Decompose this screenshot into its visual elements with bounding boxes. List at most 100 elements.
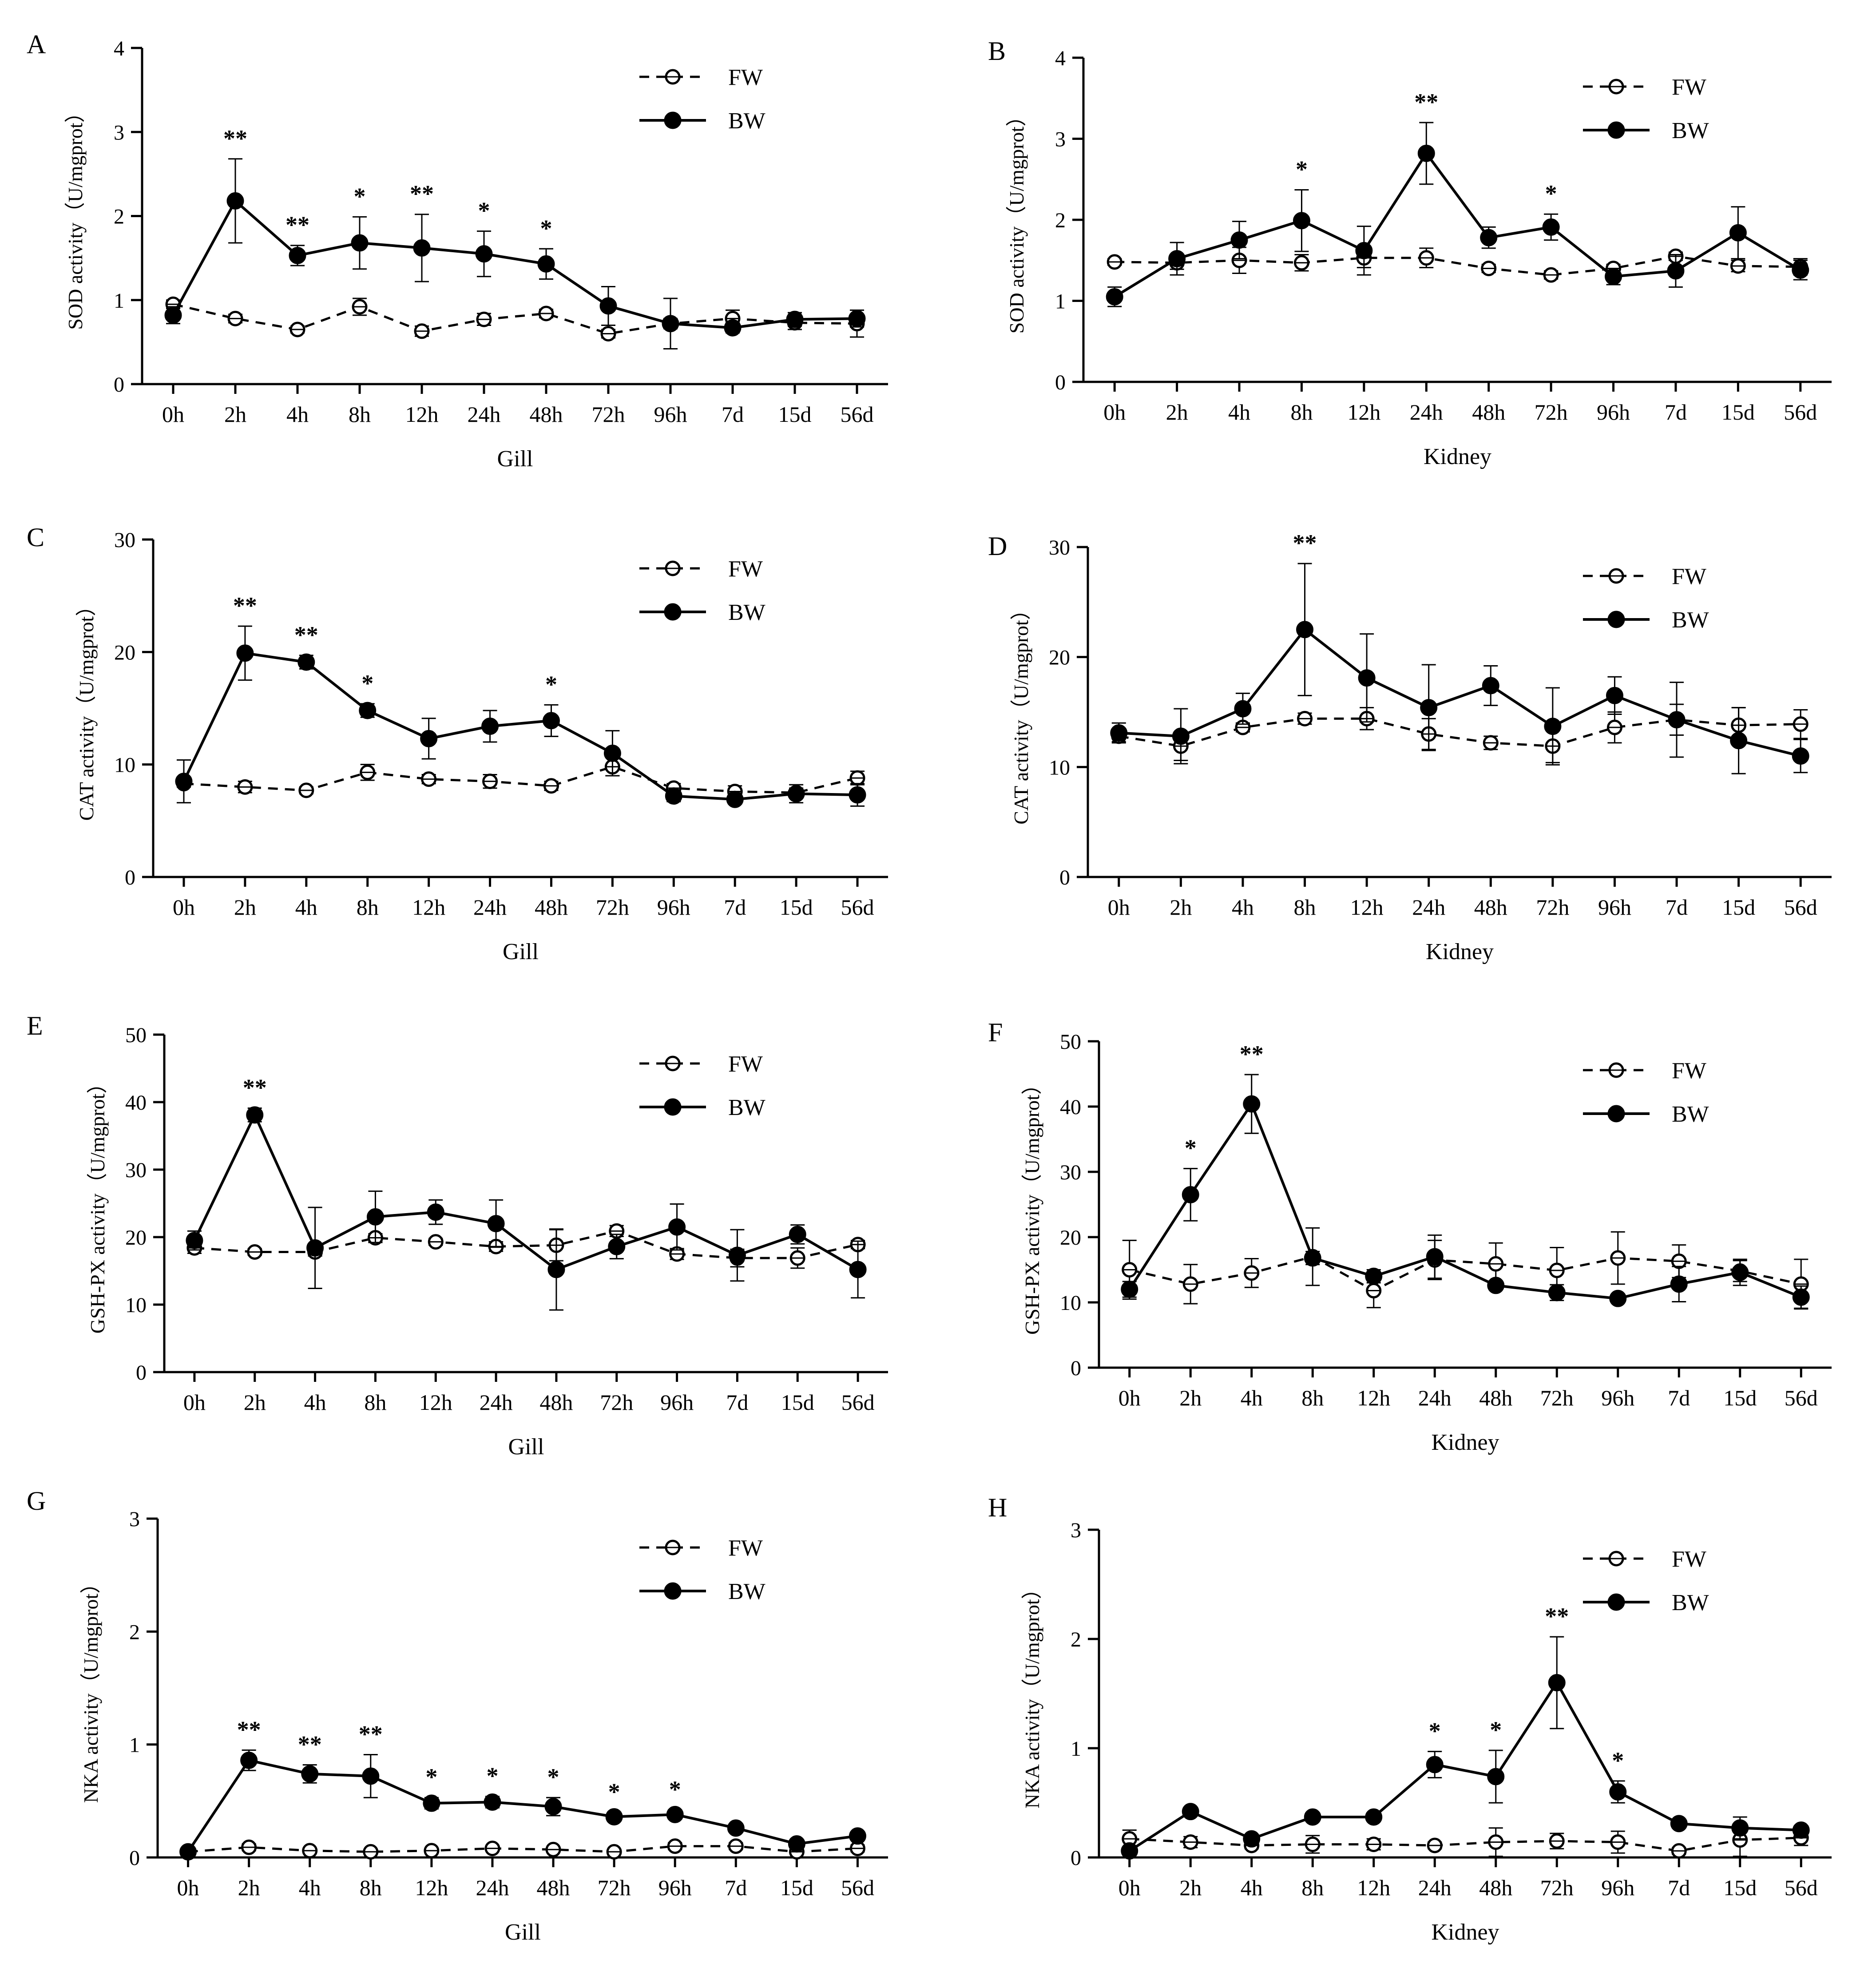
data-point <box>240 1751 258 1769</box>
data-point <box>1487 1277 1505 1294</box>
x-tick-label: 56d <box>841 1390 875 1415</box>
data-point <box>1304 1808 1321 1826</box>
x-tick-label: 72h <box>1535 400 1568 425</box>
x-tick-label: 24h <box>1412 895 1445 920</box>
data-point <box>1670 1815 1688 1833</box>
x-tick-label: 8h <box>1294 895 1316 920</box>
significance-marker: ** <box>237 1716 261 1743</box>
x-tick-label: 7d <box>1668 1875 1690 1900</box>
y-tick-label: 0 <box>129 1846 140 1870</box>
data-point <box>1355 242 1373 259</box>
series-line <box>182 651 858 801</box>
data-point <box>351 234 369 252</box>
data-point <box>849 1827 866 1845</box>
significance-marker: ** <box>223 125 247 152</box>
significance-marker: * <box>361 670 373 697</box>
data-point <box>1480 229 1498 246</box>
significance-marker: * <box>425 1764 437 1790</box>
panel-label: D <box>988 532 1007 561</box>
x-tick-label: 24h <box>476 1875 509 1900</box>
x-tick-label: 0h <box>162 402 184 427</box>
x-tick-label: 72h <box>600 1390 633 1415</box>
data-point <box>1358 669 1376 687</box>
x-tick-label: 15d <box>1721 400 1755 425</box>
data-point <box>1730 732 1748 750</box>
series-fw <box>165 296 865 341</box>
legend-marker <box>1607 1593 1625 1611</box>
legend: FW BW <box>639 556 765 625</box>
x-tick-label: 0h <box>173 895 195 920</box>
x-tick-label: 4h <box>1232 895 1254 920</box>
significance-marker: * <box>608 1778 620 1805</box>
legend-marker <box>1607 121 1625 139</box>
series-line <box>1129 1680 1801 1852</box>
data-point <box>1296 621 1314 639</box>
data-point <box>420 730 438 747</box>
y-tick-label: 30 <box>114 528 135 552</box>
data-point <box>1792 747 1809 765</box>
legend: FW BW <box>1583 1058 1709 1127</box>
legend-label-fw: FW <box>1672 564 1706 589</box>
data-point <box>544 1798 562 1816</box>
y-tick-label: 1 <box>1055 290 1066 313</box>
data-point <box>1482 677 1499 694</box>
x-tick-label: 96h <box>1601 1385 1634 1410</box>
data-point <box>605 1808 623 1825</box>
data-point <box>175 773 193 790</box>
y-tick-label: 0 <box>136 1361 147 1385</box>
y-tick-label: 0 <box>114 373 124 397</box>
data-point <box>1670 1275 1688 1293</box>
x-tick-label: 24h <box>1418 1875 1452 1900</box>
x-tick-label: 24h <box>468 402 501 427</box>
legend-marker <box>664 603 682 621</box>
x-tick-label: 0h <box>1118 1875 1141 1900</box>
legend-marker <box>664 1098 682 1116</box>
x-tick-label: 96h <box>1598 895 1631 920</box>
x-tick-label: 48h <box>539 1390 573 1415</box>
x-tick-label: 48h <box>530 402 563 427</box>
x-axis-title: Gill <box>505 1920 541 1945</box>
y-axis-title: CAT activity（U/mgprot） <box>1010 599 1032 824</box>
series-line <box>172 198 857 329</box>
y-tick-label: 50 <box>1060 1030 1081 1054</box>
significance-marker: * <box>1490 1717 1502 1743</box>
data-point <box>427 1203 444 1221</box>
significance-marker: ** <box>410 181 434 207</box>
significance-marker: * <box>486 1763 498 1790</box>
data-point <box>849 786 866 804</box>
data-point <box>306 1239 324 1257</box>
data-point <box>726 790 744 808</box>
significance-marker: ** <box>1293 530 1317 556</box>
data-point <box>475 245 493 263</box>
x-tick-label: 15d <box>780 1875 813 1900</box>
series-line <box>1128 1101 1802 1300</box>
y-tick-label: 20 <box>1060 1226 1081 1250</box>
series-line <box>1129 1837 1801 1852</box>
series-fw <box>1122 1823 1809 1859</box>
y-tick-label: 4 <box>1055 47 1066 70</box>
y-tick-label: 1 <box>114 289 124 313</box>
x-tick-label: 15d <box>780 895 813 920</box>
panel-label: H <box>988 1493 1007 1522</box>
data-point <box>1172 727 1190 745</box>
x-tick-label: 96h <box>1597 400 1630 425</box>
y-tick-label: 30 <box>125 1159 147 1182</box>
legend-label-bw: BW <box>728 1095 765 1120</box>
data-point <box>727 1819 745 1837</box>
data-point <box>1304 1249 1321 1267</box>
x-tick-label: 15d <box>1723 1875 1757 1900</box>
y-tick-label: 0 <box>125 866 135 889</box>
data-point <box>1609 1783 1627 1801</box>
x-tick-label: 56d <box>841 402 874 427</box>
data-point <box>246 1106 264 1124</box>
data-point <box>1792 1821 1810 1839</box>
data-point <box>1121 1842 1138 1860</box>
series-bw <box>1110 563 1809 774</box>
data-point <box>1792 261 1809 279</box>
significance-marker: ** <box>233 592 257 619</box>
x-tick-label: 72h <box>592 402 625 427</box>
x-tick-label: 8h <box>349 402 371 427</box>
y-tick-label: 0 <box>1059 866 1070 889</box>
x-tick-label: 2h <box>234 895 256 920</box>
data-point <box>1243 1095 1261 1113</box>
